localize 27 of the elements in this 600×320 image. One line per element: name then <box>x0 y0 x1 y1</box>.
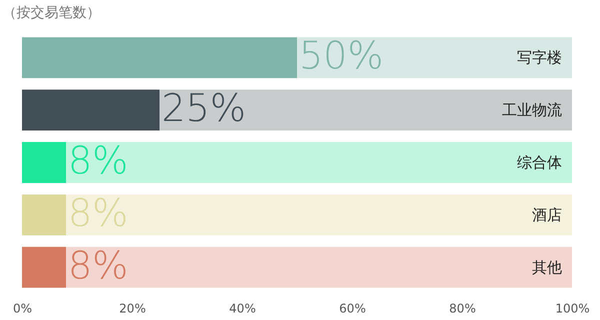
y-tick-label: 工业物流 <box>502 101 562 120</box>
data-label: 8% <box>68 243 128 288</box>
x-tick-label: 60% <box>339 302 366 316</box>
bar <box>22 37 297 78</box>
bar <box>160 90 572 131</box>
y-tick-label: 酒店 <box>532 206 562 224</box>
x-tick-label: 80% <box>449 302 476 316</box>
x-tick-label: 100% <box>555 302 590 316</box>
bar <box>66 246 572 288</box>
y-tick-label: 综合体 <box>517 154 562 172</box>
data-label: 50% <box>299 34 384 78</box>
data-label: 25% <box>162 86 246 130</box>
y-tick-label: 其他 <box>532 258 562 276</box>
bar <box>22 90 160 131</box>
bar <box>297 37 572 78</box>
bar <box>22 194 66 236</box>
x-tick-label: 0% <box>12 302 32 316</box>
x-tick-label: 20% <box>119 302 146 316</box>
data-label: 8% <box>68 190 128 235</box>
bar <box>66 142 572 183</box>
data-label: 8% <box>68 138 128 182</box>
x-tick-label: 40% <box>229 302 256 316</box>
bar <box>66 194 572 236</box>
y-tick-label: 写字楼 <box>517 48 562 67</box>
bar <box>22 142 66 183</box>
bar <box>22 246 66 288</box>
chart-title: （按交易笔数） <box>2 5 100 21</box>
